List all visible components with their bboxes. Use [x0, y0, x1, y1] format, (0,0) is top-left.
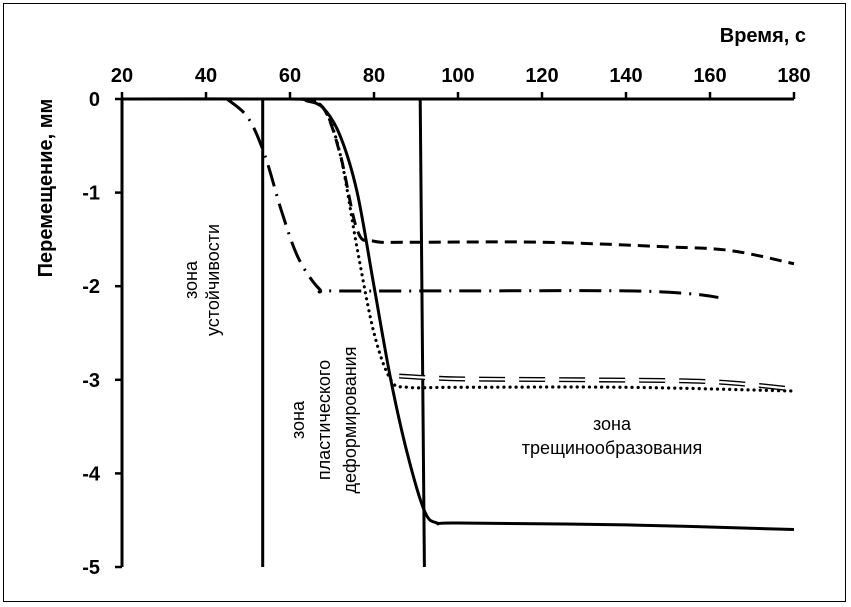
series-dashed — [301, 97, 795, 266]
zone-cracking: зона трещинообразования — [522, 414, 702, 458]
series-dotted — [301, 97, 796, 393]
x-tick-label: 140 — [609, 65, 642, 87]
zone-plastic-line: зона — [288, 400, 308, 439]
zone-plastic-line: деформирования — [340, 347, 360, 494]
y-tick-label: -2 — [82, 276, 100, 298]
series-dash-dot — [226, 97, 719, 299]
x-tick-label: 20 — [111, 65, 133, 87]
x-tick-label: 80 — [363, 65, 385, 87]
figure-frame — [3, 3, 846, 602]
zone-cracking-line: трещинообразования — [522, 438, 702, 458]
y-tick-label: 0 — [89, 89, 100, 111]
x-tick-label: 40 — [195, 65, 217, 87]
x-axis-title: Время, с — [720, 25, 806, 47]
y-tick-label: -5 — [82, 557, 100, 579]
series-group — [121, 97, 796, 568]
x-tick-label: 100 — [441, 65, 474, 87]
series-double-dashed-inner — [399, 374, 795, 391]
zone-plastic: зона пластического деформирования — [288, 347, 360, 494]
plastic-boundary — [418, 98, 426, 568]
y-tick-label: -1 — [82, 183, 100, 205]
x-tick-label: 120 — [525, 65, 558, 87]
zone-stability-line: устойчивости — [203, 224, 223, 336]
x-tick-label: 180 — [777, 65, 810, 87]
x-tick-label: 60 — [279, 65, 301, 87]
axes-group: 20 40 60 80 100 120 140 160 180 0 -1 -2 -3 -4 -5 Время,… — [35, 25, 811, 579]
y-axis-title: Перемещение, мм — [35, 99, 57, 278]
x-tick-label: 160 — [693, 65, 726, 87]
zone-stability: зона устойчивости — [181, 224, 223, 336]
y-tick-label: -3 — [82, 370, 100, 392]
zone-stability-line: зона — [181, 260, 201, 299]
zone-cracking-line: зона — [593, 414, 632, 434]
y-tick-label: -4 — [82, 463, 101, 485]
zone-plastic-line: пластического — [314, 360, 334, 480]
